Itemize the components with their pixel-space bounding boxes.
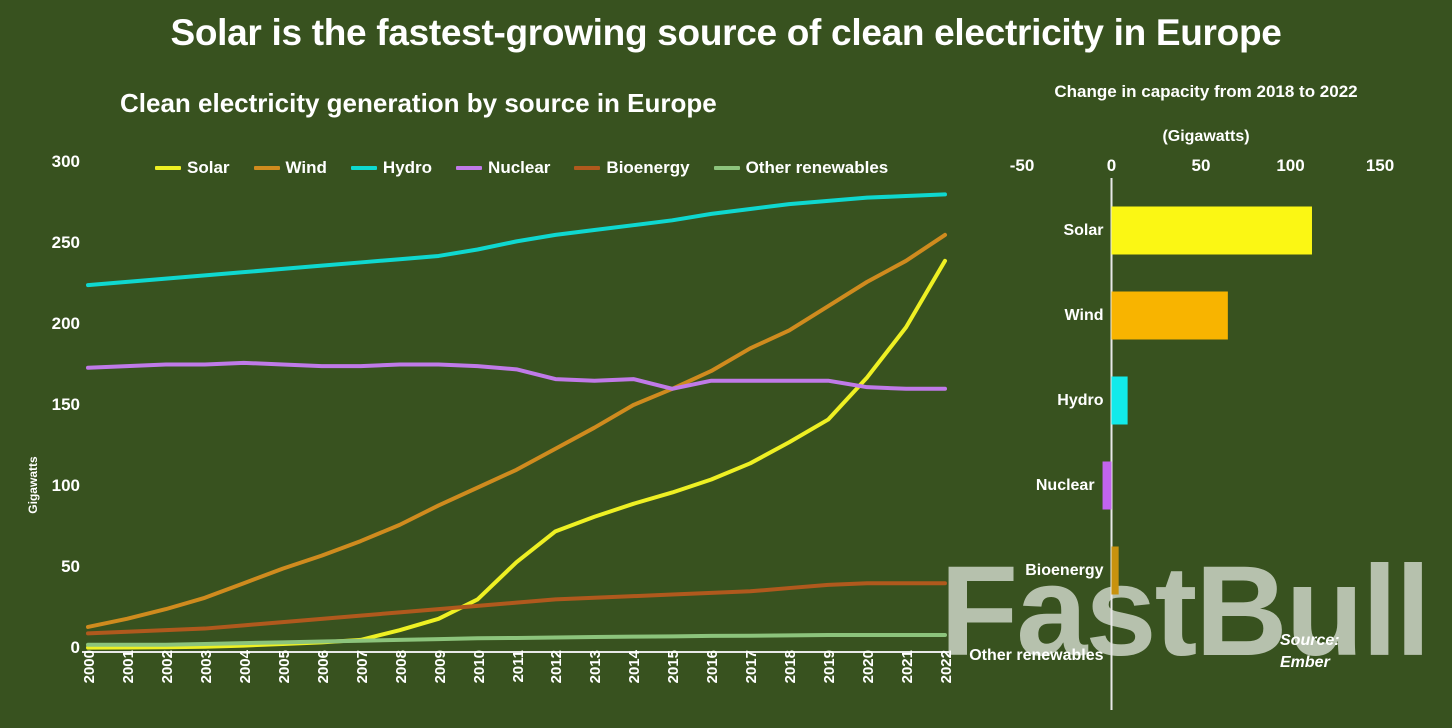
x-axis-tick-label: 2014: [626, 650, 644, 684]
legend-item-label: Solar: [187, 158, 230, 177]
bar-solar: [1111, 206, 1312, 255]
legend-item-hydro[interactable]: Hydro: [350, 158, 433, 178]
bar-chart-plot: [1102, 178, 1312, 710]
line-chart-title: Clean electricity generation by source i…: [120, 88, 717, 118]
x-axis-tick-label: 2011: [509, 650, 527, 683]
x-axis-tick-label: 2016: [704, 650, 722, 684]
line-chart-legend: Solar Wind Hydro Nuclear Bioenergy Other rene…: [155, 158, 888, 178]
bar-hydro: [1111, 376, 1128, 425]
legend-item-label: Nuclear: [488, 158, 551, 177]
y-axis-tick-label: 300: [51, 152, 80, 171]
legend-item-wind[interactable]: Wind: [253, 158, 327, 178]
x-axis-tick-label: 2003: [197, 650, 215, 684]
x-axis-tick-label: 2008: [392, 650, 410, 684]
line-series-hydro: [86, 192, 947, 288]
y-axis-tick-label: 250: [51, 233, 80, 252]
source-label: Source:: [1280, 632, 1340, 649]
x-axis-tick-label: 2012: [548, 650, 566, 684]
bar-category-label: Other renewables: [969, 646, 1104, 664]
x-axis-tick-label: 2017: [743, 650, 761, 684]
x-axis-tick-label: 2004: [236, 650, 254, 684]
x-axis-tick-label: 2015: [665, 650, 683, 684]
legend-swatch-icon: [574, 166, 601, 170]
x-axis-tick-label: 2002: [158, 650, 176, 684]
x-axis-tick-label: 2019: [821, 650, 839, 684]
line-series-nuclear: [86, 360, 947, 391]
line-chart-panel: Clean electricity generation by source i…: [0, 78, 960, 708]
bar-category-label: Bioenergy: [1025, 561, 1104, 579]
source-value: Ember: [1280, 653, 1330, 671]
legend-item-nuclear[interactable]: Nuclear: [456, 158, 550, 178]
y-axis-tick-label: 0: [70, 638, 80, 657]
legend-item-label: Hydro: [382, 158, 433, 177]
bar-x-axis-tick-label: -50: [1009, 156, 1035, 175]
bar-x-axis-tick-label: 50: [1191, 156, 1211, 175]
x-axis-tick-label: 2000: [81, 650, 98, 684]
x-axis-tick-label: 2007: [353, 650, 371, 684]
x-axis-tick-label: 2010: [470, 650, 488, 684]
x-axis-tick-label: 2013: [587, 650, 605, 684]
x-axis-ticks: 2000 2001 2002 2003 2004 2005 2006 2007 2008 2009…: [81, 78, 960, 708]
y-axis-tick-label: 200: [51, 314, 80, 333]
y-axis-tick-label: 150: [51, 395, 80, 414]
x-axis-tick-label: 2009: [431, 650, 449, 684]
line-chart-plot: [82, 192, 949, 653]
y-axis-ticks: 0 50 100 150 200 250 300: [20, 78, 80, 708]
bar-category-label: Solar: [1063, 221, 1104, 239]
legend-item-other-renewables[interactable]: Other renewables: [713, 158, 889, 178]
x-axis-tick-label: 2020: [860, 650, 878, 684]
x-axis-tick-label: 2001: [119, 650, 137, 684]
bar-x-axis-tick-label: 150: [1365, 156, 1395, 175]
line-series-solar: [86, 258, 947, 650]
legend-swatch-icon: [713, 166, 740, 170]
bar-bioenergy: [1111, 546, 1119, 595]
bar-category-label: Nuclear: [1035, 476, 1095, 494]
y-axis-tick-label: 50: [61, 557, 80, 576]
legend-item-solar[interactable]: Solar: [155, 158, 230, 178]
line-series-wind: [86, 232, 947, 629]
x-axis-tick-label: 2021: [899, 650, 917, 684]
legend-item-label: Bioenergy: [606, 158, 690, 177]
bar-chart-panel: Change in capacity from 2018 to 2022 (Gi…: [960, 78, 1452, 728]
legend-item-label: Other renewables: [745, 158, 889, 177]
x-axis-tick-label: 2006: [314, 650, 332, 684]
bar-x-axis-tick-label: 0: [1106, 156, 1117, 175]
x-axis-tick-label: 2018: [782, 650, 800, 684]
legend-item-bioenergy[interactable]: Bioenergy: [574, 158, 690, 178]
x-axis-tick-label: 2022: [938, 650, 955, 684]
x-axis-tick-label: 2005: [275, 650, 293, 684]
legend-item-label: Wind: [285, 158, 327, 177]
line-series-other-renewables: [86, 633, 947, 647]
bar-chart-title: Change in capacity from 2018 to 2022: [1054, 82, 1358, 101]
bar-chart-units: (Gigawatts): [1162, 128, 1250, 145]
page-title: Solar is the fastest-growing source of c…: [170, 12, 1282, 53]
bar-x-axis-tick-label: 100: [1276, 156, 1305, 175]
y-axis-tick-label: 100: [51, 476, 80, 495]
source-note: Source: Ember: [1280, 630, 1340, 673]
legend-swatch-icon: [350, 166, 377, 170]
bar-nuclear: [1102, 461, 1112, 510]
legend-swatch-icon: [456, 166, 483, 170]
bar-category-label: Wind: [1064, 306, 1104, 324]
legend-swatch-icon: [155, 166, 181, 170]
bar-category-label: Hydro: [1057, 391, 1104, 409]
line-series-bioenergy: [86, 581, 947, 636]
bar-wind: [1111, 291, 1228, 340]
legend-swatch-icon: [253, 166, 280, 170]
